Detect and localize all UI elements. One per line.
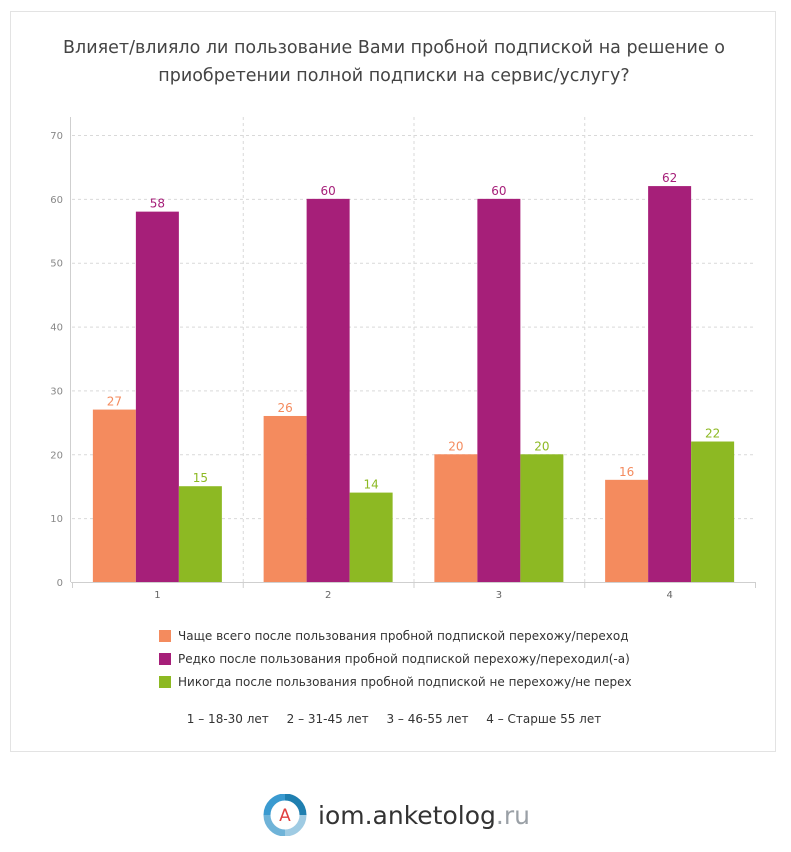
chart-legend: Чаще всего после пользования пробной под… xyxy=(159,624,632,693)
legend-swatch-never xyxy=(159,675,171,688)
y-tick-label: 50 xyxy=(50,259,63,270)
brand[interactable]: A iom.anketolog.ru xyxy=(262,794,530,836)
y-tick-label: 10 xyxy=(50,514,63,525)
bar xyxy=(306,198,350,582)
brand-tld: .ru xyxy=(495,800,530,830)
x-tick-label: 4 xyxy=(666,590,672,601)
x-tick-label: 2 xyxy=(325,590,331,601)
chart-title: Влияет/влияло ли пользование Вами пробно… xyxy=(63,38,725,86)
legend-swatch-often xyxy=(159,629,171,642)
bar xyxy=(434,454,478,582)
legend-label-rarely: Редко после пользования пробной подписко… xyxy=(178,651,630,666)
age-group-4: 4 – Старше 55 лет xyxy=(486,712,602,726)
y-tick-label: 20 xyxy=(50,450,63,461)
bar-value-label: 26 xyxy=(277,401,292,415)
chart-card: Влияет/влияло ли пользование Вами пробно… xyxy=(10,11,776,752)
legend-swatch-rarely xyxy=(159,652,171,665)
anketolog-logo-icon: A xyxy=(263,794,307,836)
brand-name: iom.anketolog xyxy=(318,800,496,830)
bar-value-label: 16 xyxy=(619,465,634,479)
bar-value-label: 20 xyxy=(534,439,549,453)
bar xyxy=(605,479,649,582)
age-group-2: 2 – 31-45 лет xyxy=(286,712,369,726)
bar xyxy=(691,441,735,582)
bar-value-label: 15 xyxy=(193,471,208,485)
bar-value-label: 22 xyxy=(705,427,720,441)
bar-value-label: 60 xyxy=(320,184,335,198)
bar xyxy=(520,454,564,582)
bar xyxy=(135,211,179,582)
y-tick-label: 40 xyxy=(50,323,63,334)
bar xyxy=(263,415,307,582)
brand-text: iom.anketolog.ru xyxy=(318,801,530,830)
x-tick-label: 1 xyxy=(154,590,160,601)
age-group-1: 1 – 18-30 лет xyxy=(186,712,269,726)
bar xyxy=(349,492,393,582)
bar xyxy=(477,198,521,582)
bar-value-label: 60 xyxy=(491,184,506,198)
legend-item-never[interactable]: Никогда после пользования пробной подпис… xyxy=(159,670,632,693)
bar xyxy=(178,486,222,582)
bar-value-label: 58 xyxy=(150,197,165,211)
bar-chart: 0 10 20 30 40 50 60 70 27 58 15 1 26 60 14 2 20 60 20 3 16 62… xyxy=(50,117,756,601)
legend-item-rarely[interactable]: Редко после пользования пробной подписко… xyxy=(159,647,632,670)
legend-label-often: Чаще всего после пользования пробной под… xyxy=(178,628,629,643)
bar xyxy=(92,409,136,582)
bar-value-label: 14 xyxy=(363,478,378,492)
bar-value-label: 20 xyxy=(448,439,463,453)
legend-item-often[interactable]: Чаще всего после пользования пробной под… xyxy=(159,624,632,647)
age-groups-note: 1 – 18-30 лет 2 – 31-45 лет 3 – 46-55 ле… xyxy=(11,712,777,726)
logo-letter: A xyxy=(279,806,291,826)
bar xyxy=(648,186,692,583)
y-tick-label: 70 xyxy=(50,131,63,142)
legend-label-never: Никогда после пользования пробной подпис… xyxy=(178,674,632,689)
y-tick-label: 0 xyxy=(57,578,63,589)
bar-value-label: 27 xyxy=(107,395,122,409)
age-group-3: 3 – 46-55 лет xyxy=(386,712,469,726)
y-tick-label: 30 xyxy=(50,386,63,397)
bar-value-label: 62 xyxy=(662,171,677,185)
x-tick-label: 3 xyxy=(496,590,502,601)
y-tick-label: 60 xyxy=(50,195,63,206)
